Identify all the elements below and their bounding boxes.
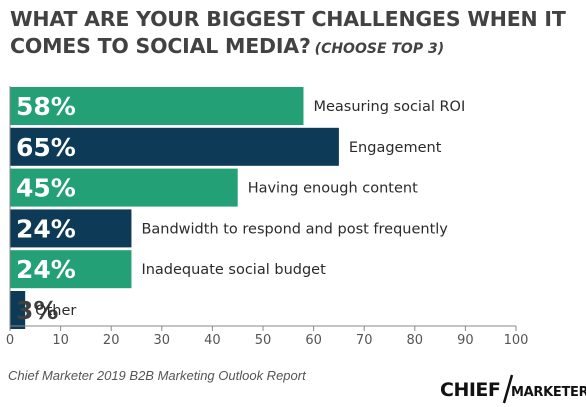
chart-subtitle: (CHOOSE TOP 3) [314,41,445,57]
bar-value-label: 24% [16,214,76,243]
bar-value-label: 58% [16,92,76,121]
chief-marketer-logo: CHIEF MARKETER [440,374,586,404]
x-tick-label: 10 [52,333,69,348]
x-tick-label: 30 [154,333,171,348]
bar-value-label: 3% [16,296,58,325]
x-tick-label: 0 [6,333,14,348]
svg-text:CHIEF: CHIEF [440,379,500,401]
chart-title-text: WHAT ARE YOUR BIGGEST CHALLENGES WHEN IT… [10,7,566,58]
bar [10,250,132,289]
bar [10,168,238,207]
bar-category-label: Having enough content [248,181,418,197]
x-tick-label: 70 [356,333,373,348]
svg-text:MARKETER: MARKETER [511,385,586,400]
bar-value-label: 45% [16,174,76,203]
bar-value-label: 65% [16,133,76,162]
x-tick-label: 40 [204,333,221,348]
x-tick-label: 100 [504,333,529,348]
source-note: Chief Marketer 2019 B2B Marketing Outloo… [8,368,306,383]
x-tick-label: 80 [407,333,424,348]
bar-value-label: 24% [16,255,76,284]
bar-category-label: Inadequate social budget [141,262,326,278]
bar-category-label: Other [35,303,76,319]
x-tick-label: 60 [305,333,322,348]
bar [10,87,304,125]
bar-category-label: Measuring social ROI [313,99,465,115]
bar-category-label: Engagement [349,140,442,156]
bar [10,127,339,166]
x-tick-label: 20 [103,333,120,348]
bar [10,209,132,248]
chart-title: WHAT ARE YOUR BIGGEST CHALLENGES WHEN IT… [10,6,580,63]
bar [10,291,26,329]
x-tick-label: 90 [457,333,474,348]
bar-category-label: Bandwidth to respond and post frequently [141,221,448,237]
x-tick-label: 50 [255,333,272,348]
